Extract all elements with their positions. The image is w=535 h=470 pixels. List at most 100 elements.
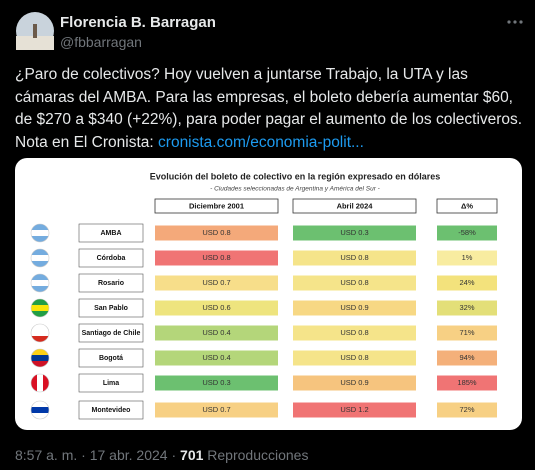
- city-name: AMBA: [101, 230, 122, 237]
- cell-text: USD 0.8: [340, 353, 368, 362]
- cell: [293, 375, 416, 391]
- column-header: Abril 2024: [337, 201, 374, 210]
- time: 8:57 a. m.: [15, 447, 78, 463]
- cell: [155, 275, 278, 291]
- cell: [155, 300, 278, 316]
- cell-text: USD 0.7: [202, 278, 230, 287]
- views-count: 701: [180, 447, 204, 463]
- flag: [31, 401, 49, 419]
- cell: [437, 402, 497, 418]
- flag-outline: [30, 248, 50, 268]
- cell-text: 24%: [459, 278, 474, 287]
- cell: [437, 375, 497, 391]
- cell-text: USD 1.2: [340, 405, 368, 414]
- cell: [293, 402, 416, 418]
- cell-text: USD 0.4: [202, 328, 230, 337]
- tweet-text: ¿Paro de colectivos? Hoy vuelven a junta…: [15, 64, 525, 154]
- cell-text: USD 0.8: [202, 228, 230, 237]
- flag-outline: [30, 298, 50, 318]
- column-header-box: [154, 198, 279, 214]
- cell: [437, 325, 497, 341]
- user-handle[interactable]: @fbbarragan: [60, 34, 142, 50]
- cell: [155, 350, 278, 366]
- flag-outline: [30, 273, 50, 293]
- cell-text: USD 0.3: [202, 378, 230, 387]
- cell-text: USD 0.9: [340, 378, 368, 387]
- cell-text: 32%: [459, 303, 474, 312]
- city-box: [78, 348, 144, 368]
- flag: [31, 324, 49, 342]
- cell: [155, 225, 278, 241]
- separator: ·: [171, 447, 177, 463]
- cell: [437, 300, 497, 316]
- cell: [437, 275, 497, 291]
- city-name: San Pablo: [94, 305, 128, 312]
- avatar[interactable]: [16, 12, 54, 50]
- city-box: [78, 223, 144, 243]
- column-header: Δ%: [461, 201, 473, 210]
- cell: [437, 225, 497, 241]
- flag: [31, 299, 49, 317]
- cell: [155, 402, 278, 418]
- table-image[interactable]: Evolución del boleto de colectivo en la …: [15, 158, 522, 430]
- flag-outline: [30, 400, 50, 420]
- flag-outline: [30, 323, 50, 343]
- cell: [293, 275, 416, 291]
- city-box: [78, 373, 144, 393]
- flag: [31, 249, 49, 267]
- flag-outline: [30, 223, 50, 243]
- city-name: Lima: [103, 380, 119, 387]
- cell-text: USD 0.4: [202, 353, 230, 362]
- tweet-link[interactable]: cronista.com/economia-polit...: [158, 133, 364, 151]
- cell-text: 72%: [459, 405, 474, 414]
- cell: [293, 250, 416, 266]
- flag: [31, 274, 49, 292]
- user-name[interactable]: Florencia B. Barragan: [60, 14, 216, 31]
- flag: [31, 349, 49, 367]
- more-menu[interactable]: [505, 16, 525, 28]
- cell-text: -58%: [458, 228, 476, 237]
- cell: [293, 300, 416, 316]
- cell-text: USD 0.8: [340, 278, 368, 287]
- flag: [31, 224, 49, 242]
- city-name: Rosario: [98, 280, 124, 287]
- cell-text: 71%: [459, 328, 474, 337]
- cell: [293, 225, 416, 241]
- table-subtitle: - Ciudades seleccionadas de Argentina y …: [210, 186, 381, 193]
- tweet-body: ¿Paro de colectivos? Hoy vuelven a junta…: [15, 66, 523, 151]
- cell-text: USD 0.8: [202, 253, 230, 262]
- flag: [31, 374, 49, 392]
- cell-text: USD 0.7: [202, 405, 230, 414]
- table-title: Evolución del boleto de colectivo en la …: [150, 171, 441, 181]
- cell: [155, 325, 278, 341]
- cell-text: USD 0.8: [340, 328, 368, 337]
- date: 17 abr. 2024: [89, 447, 168, 463]
- cell-text: USD 0.8: [340, 253, 368, 262]
- cell: [437, 250, 497, 266]
- city-name: Montevideo: [92, 407, 131, 414]
- city-box: [78, 400, 144, 420]
- flag-outline: [30, 348, 50, 368]
- city-box: [78, 273, 144, 293]
- tweet-meta: 8:57 a. m. · 17 abr. 2024 · 701 Reproduc…: [15, 447, 308, 463]
- city-box: [78, 298, 144, 318]
- cell-text: 185%: [457, 378, 477, 387]
- separator: ·: [81, 447, 86, 463]
- views-label: Reproducciones: [207, 447, 309, 463]
- column-header-box: [436, 198, 498, 214]
- city-name: Córdoba: [97, 255, 126, 262]
- cell: [437, 350, 497, 366]
- city-name: Bogotá: [99, 355, 123, 362]
- cell-text: USD 0.9: [340, 303, 368, 312]
- cell: [155, 250, 278, 266]
- column-header: Diciembre 2001: [189, 201, 244, 210]
- column-header-box: [292, 198, 417, 214]
- city-box: [78, 323, 144, 343]
- cell: [293, 325, 416, 341]
- city-box: [78, 248, 144, 268]
- cell-text: USD 0.3: [340, 228, 368, 237]
- cell: [293, 350, 416, 366]
- city-name: Santiago de Chile: [82, 330, 141, 337]
- cell-text: USD 0.6: [202, 303, 230, 312]
